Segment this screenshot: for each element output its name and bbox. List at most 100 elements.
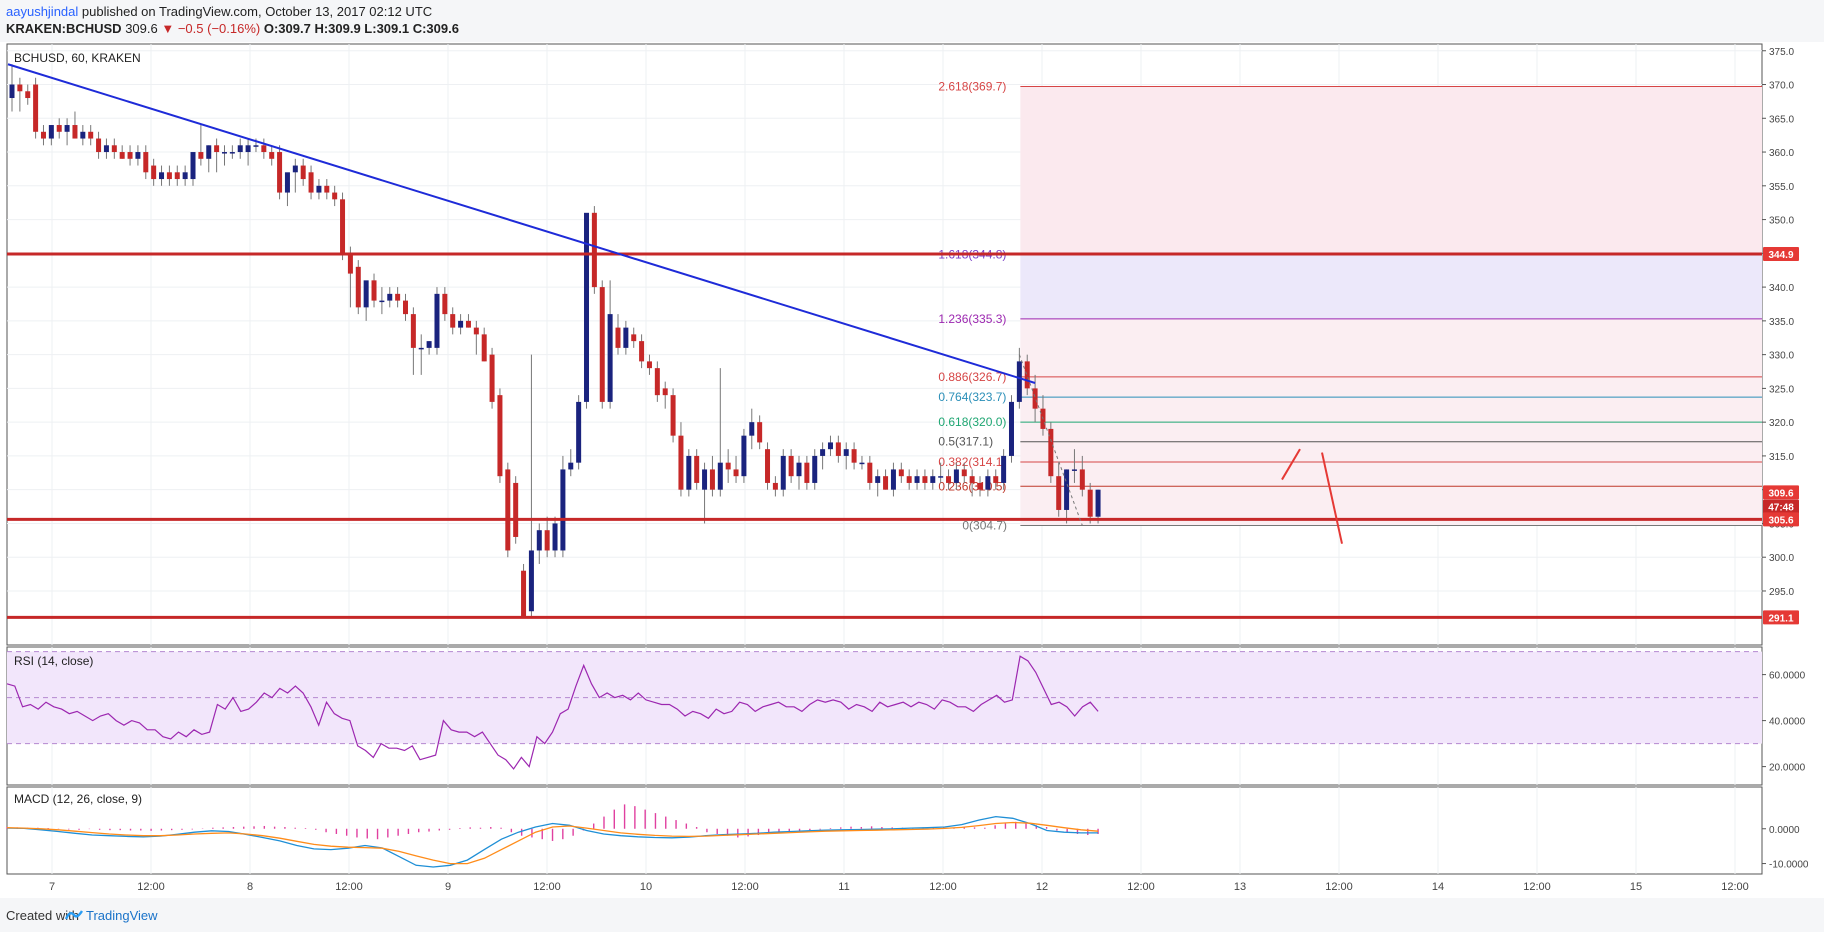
candle-body	[890, 469, 896, 490]
candle-body	[434, 293, 440, 348]
candle-body	[765, 449, 771, 483]
candle-body	[709, 469, 715, 490]
chart-footer: Created with TradingView	[0, 898, 1824, 932]
candle-body	[308, 172, 314, 193]
fib-level-label: 0.5(317.1)	[938, 435, 993, 449]
candle-body	[694, 455, 700, 483]
fib-anchor-line	[1018, 354, 1083, 526]
fib-level-label: 2.618(369.7)	[938, 80, 1006, 94]
candle-body	[646, 361, 652, 369]
price-change: ▼ −0.5 (−0.16%)	[161, 21, 261, 36]
candle-body	[442, 293, 448, 315]
candle-body	[465, 320, 471, 328]
price-tag-label: 291.1	[1768, 613, 1793, 624]
author-link[interactable]: aayushjindal	[6, 4, 79, 19]
candle-body	[827, 442, 833, 450]
candle-body	[261, 145, 267, 153]
candle-body	[1008, 401, 1014, 456]
x-tick-label: 12:00	[1325, 881, 1353, 893]
rsi-line	[6, 655, 1099, 770]
y-tick-label: 315.0	[1769, 452, 1794, 463]
candle-body	[221, 152, 227, 154]
candle-body	[316, 185, 322, 193]
fib-zone-mid	[1020, 254, 1762, 319]
candle-body	[1095, 489, 1101, 517]
candle-body	[33, 84, 39, 132]
candle-body	[654, 368, 660, 396]
macd-tick-label: 0.0000	[1769, 825, 1800, 836]
y-tick-label: 325.0	[1769, 384, 1794, 395]
fib-level-label: 0.382(314.1)	[938, 455, 1006, 469]
candle-body	[851, 449, 857, 463]
x-tick-label: 12:00	[137, 881, 165, 893]
created-with-label: Created with	[6, 908, 79, 923]
candle-body	[938, 476, 944, 478]
rsi-tick-label: 60.0000	[1769, 671, 1806, 682]
candle-body	[347, 253, 353, 274]
candle-body	[72, 125, 78, 139]
candle-body	[135, 152, 141, 159]
candle-body	[371, 280, 377, 301]
candle-body	[961, 469, 967, 477]
candle-body	[40, 131, 46, 139]
symbol-line: KRAKEN:BCHUSD 309.6 ▼ −0.5 (−0.16%) O:30…	[6, 21, 459, 36]
candle-body	[993, 476, 999, 483]
candle-body	[820, 449, 826, 456]
price-tag-label: 309.6	[1768, 488, 1793, 499]
y-tick-label: 365.0	[1769, 114, 1794, 125]
publish-info: published on TradingView.com, October 13…	[78, 4, 433, 19]
candle-body	[1032, 388, 1038, 409]
x-tick-label: 12:00	[1721, 881, 1749, 893]
chart-header: aayushjindal published on TradingView.co…	[0, 0, 1824, 42]
fib-level-label: 0.764(323.7)	[938, 390, 1006, 404]
candle-body	[403, 300, 408, 315]
candle-body	[214, 145, 220, 153]
candle-body	[340, 199, 346, 254]
candle-body	[662, 388, 668, 396]
candle-body	[568, 462, 574, 470]
candle-body	[607, 314, 613, 402]
candle-body	[119, 152, 125, 159]
fib-level-label: 0(304.7)	[962, 518, 1007, 532]
candle-body	[300, 165, 306, 180]
candle-body	[103, 145, 109, 153]
candle-body	[544, 530, 550, 551]
candle-body	[788, 455, 794, 477]
candle-body	[883, 476, 889, 490]
candle-body	[977, 482, 983, 490]
candle-body	[489, 354, 495, 402]
chart-canvas[interactable]: 7 12:00 8 12:00 9 12:00 10 12:00 11 12:00 12 12:00 1…	[0, 42, 1824, 898]
candle-body	[717, 462, 723, 490]
candle-body	[174, 172, 180, 180]
candle-body	[1001, 455, 1007, 483]
candle-body	[631, 334, 637, 342]
y-tick-label: 375.0	[1769, 47, 1794, 58]
price-tag-box	[1763, 499, 1799, 514]
candle-body	[686, 455, 692, 490]
candle-body	[355, 266, 361, 308]
tradingview-logo-icon[interactable]	[64, 908, 84, 925]
candle-body	[379, 300, 385, 303]
tradingview-brand-link[interactable]: TradingView	[86, 908, 158, 923]
rsi-tick-label: 20.0000	[1769, 763, 1806, 774]
fib-level-label: 0.618(320.0)	[938, 415, 1006, 429]
projection-down-stroke	[1321, 452, 1343, 544]
candle-body	[741, 435, 747, 477]
price-tag-label: 344.9	[1768, 250, 1793, 261]
candle-body	[450, 314, 456, 328]
last-price: 309.6	[125, 21, 158, 36]
y-tick-label: 340.0	[1769, 283, 1794, 294]
candle-body	[930, 476, 936, 483]
candle-body	[96, 138, 102, 153]
price-tag-box	[1763, 512, 1799, 527]
candle-body	[843, 449, 849, 456]
candle-body	[922, 476, 928, 483]
candle-body	[1064, 469, 1070, 510]
candle-body	[324, 185, 330, 193]
macd-title: MACD (12, 26, close, 9)	[14, 792, 142, 806]
candle-body	[143, 152, 149, 173]
x-tick-label: 10	[640, 881, 652, 893]
candle-body	[584, 212, 590, 402]
price-tag-label: 305.6	[1768, 515, 1793, 526]
fib-level-label: 1.236(335.3)	[938, 312, 1006, 326]
